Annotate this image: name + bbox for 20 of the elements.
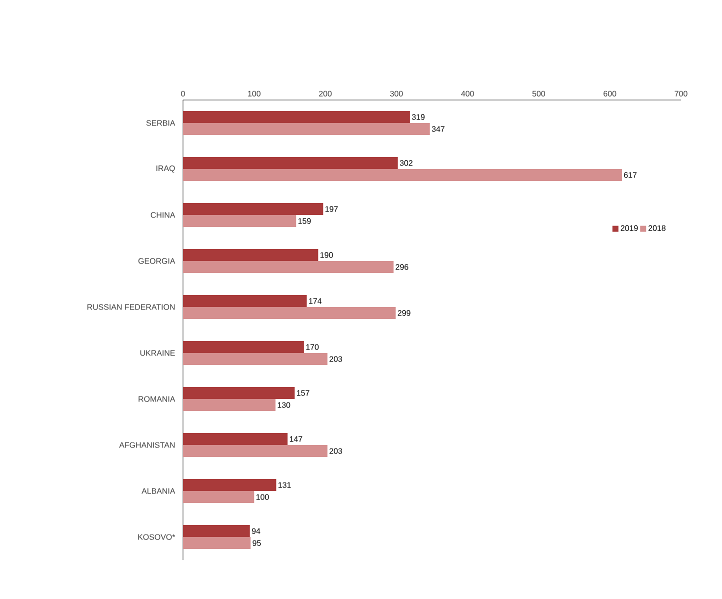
bar <box>183 341 304 354</box>
bar <box>183 123 430 135</box>
bar <box>183 111 410 123</box>
bar <box>183 169 622 181</box>
bar <box>183 537 251 550</box>
bar <box>183 479 276 492</box>
bar <box>183 215 296 228</box>
bar <box>183 433 288 446</box>
bar <box>183 295 307 308</box>
bar <box>183 203 324 216</box>
bar <box>183 399 276 412</box>
bar <box>183 307 396 320</box>
bar <box>183 249 318 262</box>
bar <box>183 445 328 458</box>
bar <box>183 353 328 366</box>
bar <box>183 525 250 538</box>
bar <box>183 387 295 400</box>
bar <box>183 261 394 274</box>
bar <box>183 491 254 504</box>
bar <box>183 157 398 169</box>
